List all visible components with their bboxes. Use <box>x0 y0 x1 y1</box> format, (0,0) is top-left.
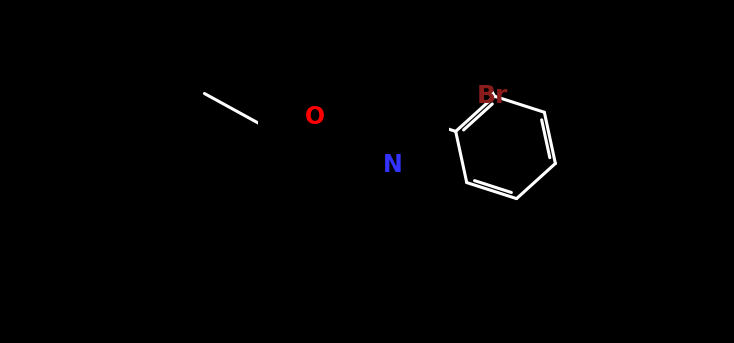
Text: N: N <box>382 153 402 177</box>
Text: N: N <box>355 71 374 95</box>
Text: O: O <box>305 105 325 129</box>
Text: Br: Br <box>476 84 508 108</box>
